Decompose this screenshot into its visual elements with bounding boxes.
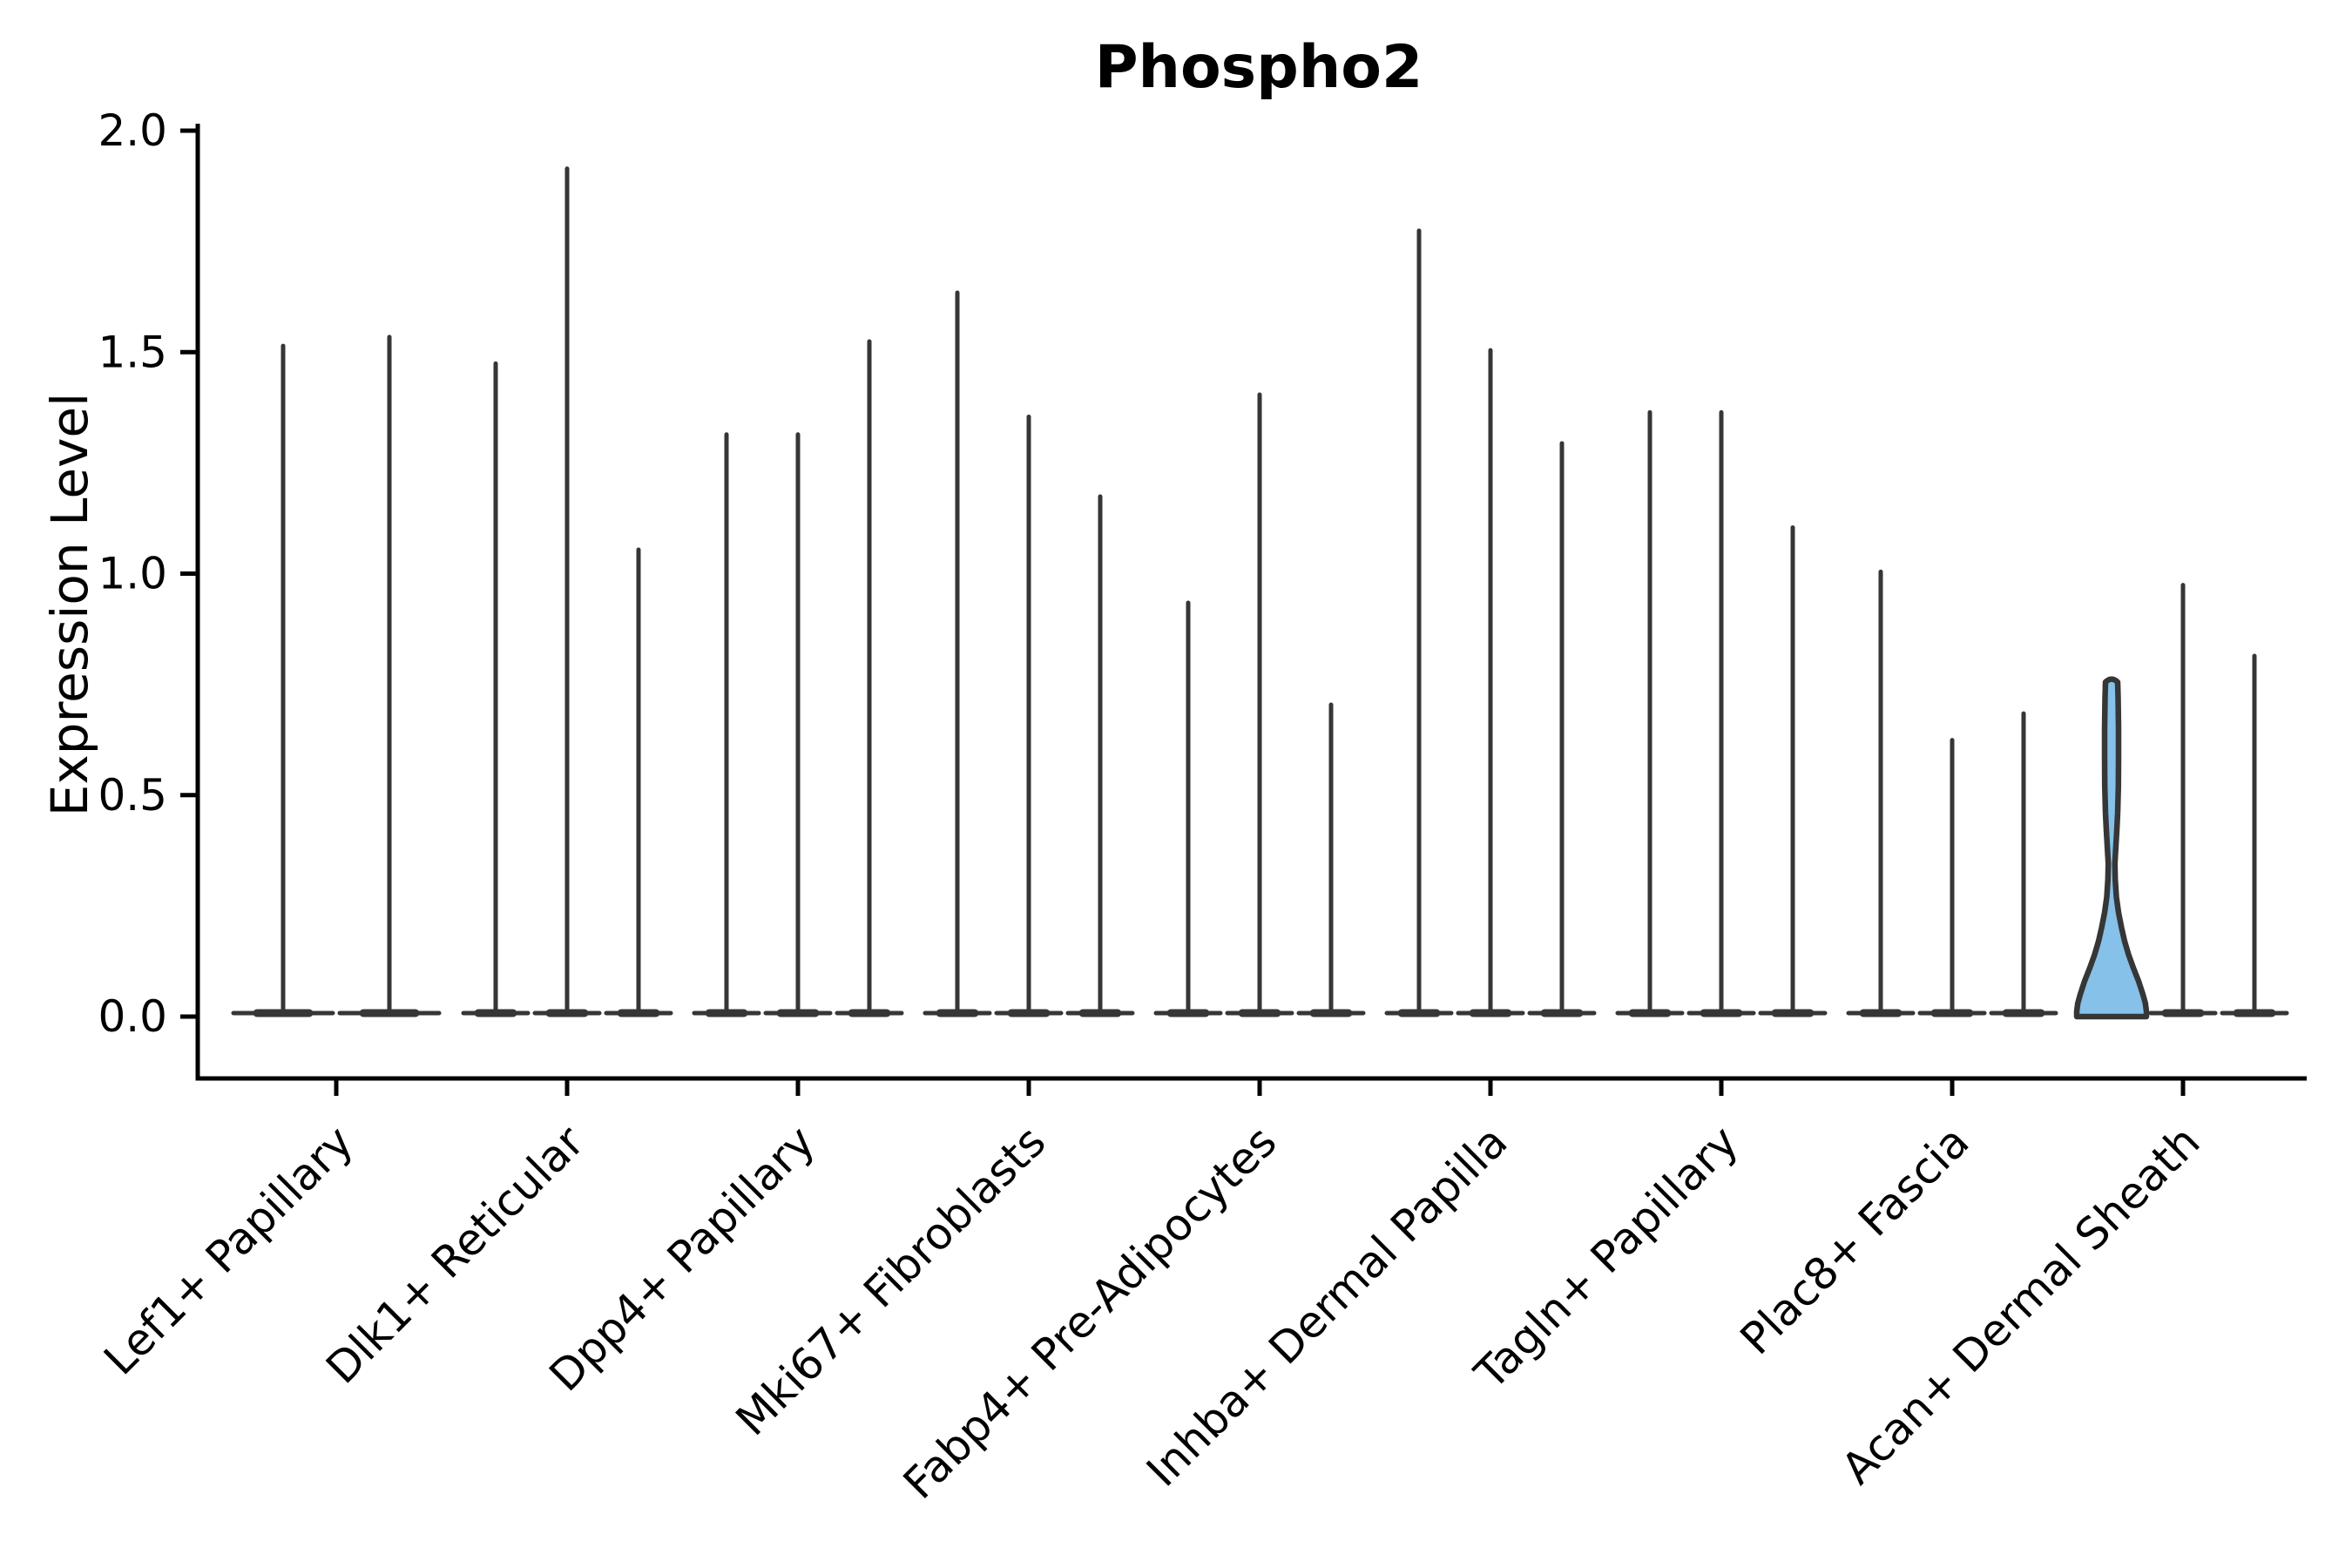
y-axis-label: Expression Level (40, 393, 99, 816)
y-tick-label: 0.0 (98, 991, 167, 1042)
y-tick-label: 1.0 (98, 549, 167, 599)
y-tick-label: 1.5 (98, 327, 167, 377)
x-tick-label: Lef1+ Papillary (94, 1116, 362, 1384)
x-tick-label: Plac8+ Fascia (1731, 1116, 1979, 1364)
highlighted-violin (2073, 676, 2150, 1020)
y-tick-label: 0.5 (98, 770, 167, 821)
x-tick-label: Fabp4+ Pre-Adipocytes (894, 1116, 1287, 1509)
plot-title: Phospho2 (1095, 33, 1423, 102)
y-tick-label: 2.0 (98, 105, 167, 156)
